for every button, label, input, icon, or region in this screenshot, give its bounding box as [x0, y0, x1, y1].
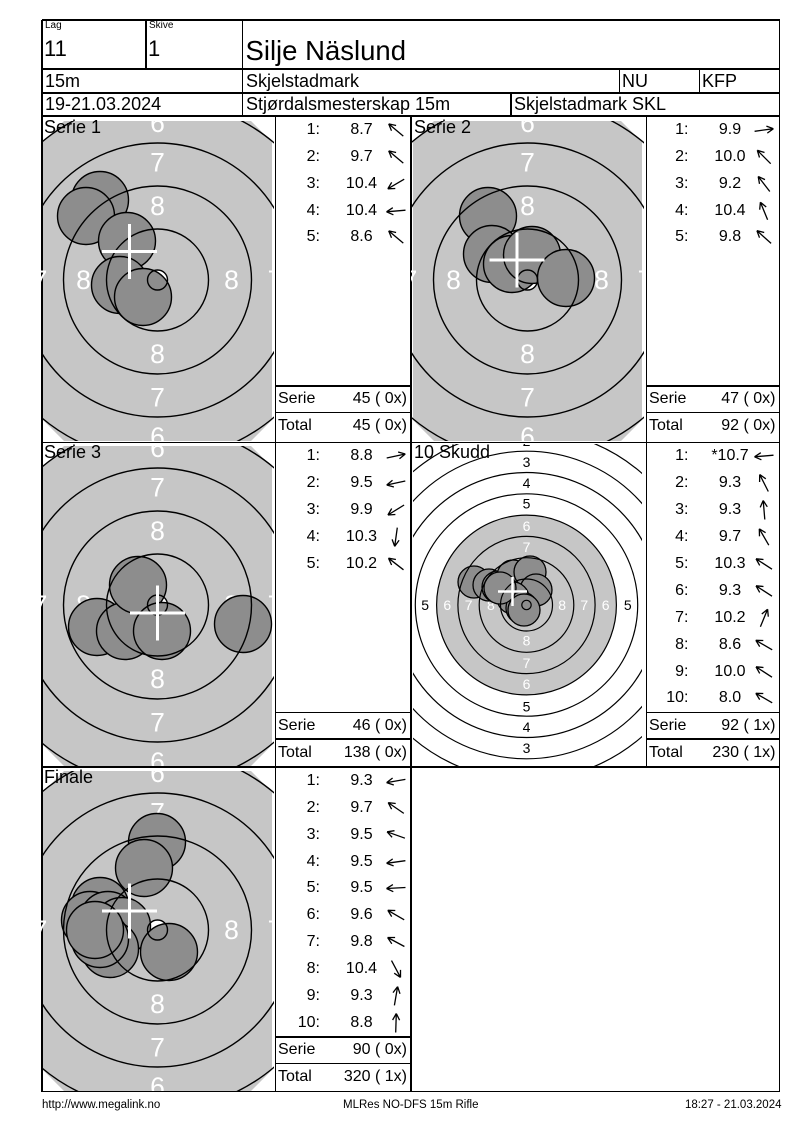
svg-text:7: 7 [523, 539, 531, 555]
svg-text:8: 8 [520, 339, 535, 369]
svg-text:8: 8 [224, 265, 239, 295]
svg-text:7: 7 [523, 655, 531, 671]
svg-text:8: 8 [76, 265, 91, 295]
svg-text:8: 8 [150, 191, 165, 221]
svg-text:7: 7 [268, 590, 274, 620]
svg-text:7: 7 [150, 473, 165, 503]
svg-text:7: 7 [520, 383, 535, 413]
svg-text:2: 2 [523, 444, 531, 449]
svg-text:7: 7 [520, 148, 535, 178]
svg-text:7: 7 [41, 265, 47, 295]
svg-text:6: 6 [523, 518, 531, 534]
svg-text:7: 7 [580, 597, 588, 613]
svg-text:6: 6 [520, 422, 535, 441]
svg-text:5: 5 [523, 496, 531, 512]
svg-text:6: 6 [520, 121, 535, 138]
svg-text:6: 6 [443, 597, 451, 613]
svg-text:8: 8 [150, 339, 165, 369]
svg-text:6: 6 [150, 747, 165, 766]
svg-text:7: 7 [41, 590, 47, 620]
svg-text:6: 6 [150, 1072, 165, 1091]
svg-text:7: 7 [150, 383, 165, 413]
svg-text:5: 5 [624, 597, 632, 613]
svg-text:8: 8 [520, 191, 535, 221]
svg-text:8: 8 [224, 915, 239, 945]
svg-text:7: 7 [638, 265, 644, 295]
svg-text:7: 7 [268, 915, 274, 945]
svg-text:4: 4 [523, 475, 531, 491]
svg-text:3: 3 [523, 740, 531, 756]
svg-text:8: 8 [558, 597, 566, 613]
svg-text:8: 8 [150, 516, 165, 546]
svg-text:3: 3 [523, 454, 531, 470]
svg-text:5: 5 [523, 698, 531, 714]
svg-text:8: 8 [594, 265, 609, 295]
svg-text:8: 8 [523, 633, 531, 649]
svg-text:6: 6 [150, 121, 165, 138]
svg-text:7: 7 [150, 148, 165, 178]
svg-text:8: 8 [446, 265, 461, 295]
svg-text:5: 5 [421, 597, 429, 613]
svg-text:7: 7 [465, 597, 473, 613]
svg-text:8: 8 [487, 597, 495, 613]
svg-text:7: 7 [150, 708, 165, 738]
svg-text:6: 6 [602, 597, 610, 613]
svg-text:7: 7 [41, 915, 47, 945]
svg-text:4: 4 [523, 719, 531, 735]
svg-text:7: 7 [268, 265, 274, 295]
svg-text:7: 7 [411, 265, 417, 295]
svg-text:6: 6 [150, 771, 165, 788]
svg-text:6: 6 [150, 422, 165, 441]
svg-text:8: 8 [150, 989, 165, 1019]
svg-text:7: 7 [150, 1033, 165, 1063]
svg-text:6: 6 [150, 446, 165, 463]
svg-text:8: 8 [150, 664, 165, 694]
svg-text:6: 6 [523, 676, 531, 692]
